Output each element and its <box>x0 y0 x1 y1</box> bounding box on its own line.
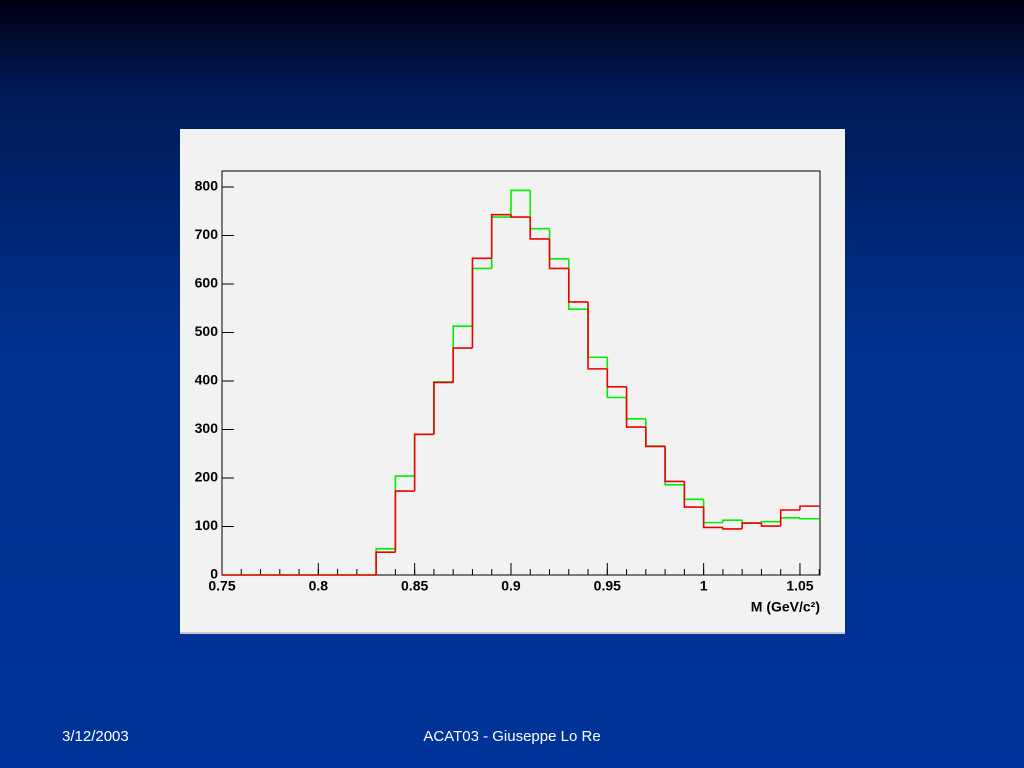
histogram-bin <box>548 238 569 270</box>
histogram-bin <box>394 490 415 553</box>
histogram-bin <box>606 368 627 388</box>
y-tick-label: 400 <box>195 372 219 388</box>
histogram-bin <box>471 257 492 349</box>
y-tick-label: 300 <box>195 420 219 436</box>
histogram-bin <box>413 433 434 492</box>
y-tick-label: 500 <box>195 323 219 339</box>
histogram-bin <box>510 189 531 218</box>
histogram-bin <box>490 213 511 259</box>
x-tick-label: 1.05 <box>786 578 813 594</box>
histogram-bin <box>510 214 531 218</box>
histogram-bin <box>529 217 550 240</box>
x-tick-label: 0.9 <box>501 578 521 594</box>
y-tick-label: 700 <box>195 226 219 242</box>
y-tick-label: 100 <box>195 517 219 533</box>
x-tick-label: 0.75 <box>208 578 235 594</box>
x-tick-label: 0.8 <box>309 578 329 594</box>
histogram-bin <box>702 507 723 529</box>
histogram-bin <box>625 386 646 428</box>
y-tick-label: 200 <box>195 469 219 485</box>
histogram-bin <box>722 519 743 523</box>
histogram-bin <box>741 522 762 529</box>
histogram-bin <box>433 381 454 435</box>
histogram-bin <box>799 505 820 511</box>
histogram-bin <box>722 527 743 530</box>
histogram-bin <box>779 509 800 527</box>
histogram-bin <box>799 517 820 520</box>
histogram-bin <box>645 427 666 448</box>
histogram-bin <box>452 347 473 383</box>
y-tick-label: 800 <box>195 178 219 194</box>
histogram-bin <box>683 481 704 508</box>
footer-date: 3/12/2003 <box>62 728 129 745</box>
x-axis-label: M (GeV/c²) <box>751 599 820 615</box>
y-tick-label: 600 <box>195 275 219 291</box>
histogram-bin <box>375 551 396 575</box>
x-tick-label: 1 <box>700 578 708 594</box>
histogram-bin <box>587 301 608 370</box>
y-tick-label: 0 <box>210 566 218 582</box>
plot-panel <box>180 129 845 634</box>
x-tick-label: 0.95 <box>594 578 621 594</box>
histogram-bin <box>664 446 685 483</box>
x-tick-label: 0.85 <box>401 578 428 594</box>
histogram-bin <box>760 523 781 527</box>
plot-frame <box>221 170 821 576</box>
histogram-bin <box>567 268 589 303</box>
footer-title: ACAT03 - Giuseppe Lo Re <box>423 728 601 745</box>
